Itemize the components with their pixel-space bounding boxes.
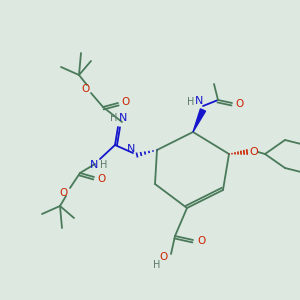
- Text: H: H: [187, 97, 195, 107]
- Text: N: N: [127, 144, 135, 154]
- Polygon shape: [193, 109, 206, 132]
- Text: N: N: [119, 113, 127, 123]
- Text: O: O: [197, 236, 205, 246]
- Text: O: O: [81, 84, 89, 94]
- Text: O: O: [98, 174, 106, 184]
- Text: N: N: [90, 160, 98, 170]
- Text: H: H: [110, 113, 118, 123]
- Text: O: O: [160, 252, 168, 262]
- Text: H: H: [100, 160, 108, 170]
- Text: N: N: [195, 96, 203, 106]
- Text: O: O: [122, 97, 130, 107]
- Text: O: O: [250, 147, 258, 157]
- Text: H: H: [153, 260, 161, 270]
- Text: O: O: [59, 188, 67, 198]
- Text: O: O: [236, 99, 244, 109]
